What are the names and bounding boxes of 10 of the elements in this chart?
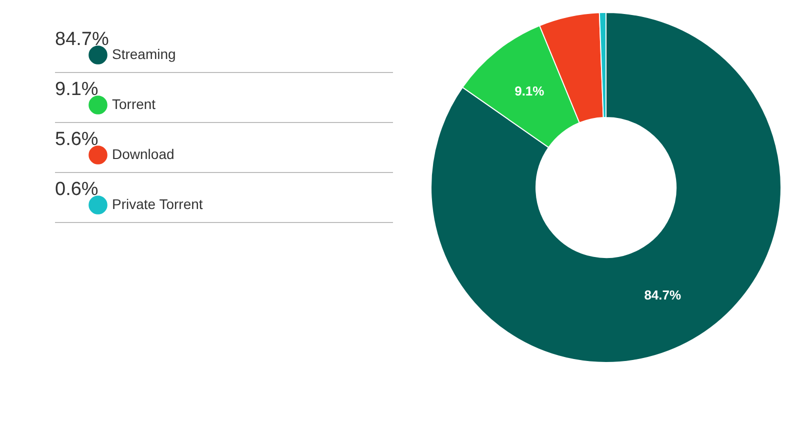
legend-label: Torrent <box>112 96 156 112</box>
data-label: 0.6% <box>55 179 98 200</box>
data-label: 84.7% <box>644 288 682 303</box>
legend-label: Download <box>112 146 174 162</box>
data-label: 5.6% <box>55 129 98 150</box>
text: 84.7% <box>55 29 109 50</box>
legend-label: Private Torrent <box>112 196 203 212</box>
legend-label: Streaming <box>112 46 176 62</box>
text: 9.1% <box>55 79 98 100</box>
data-label: 9.1% <box>514 83 545 98</box>
